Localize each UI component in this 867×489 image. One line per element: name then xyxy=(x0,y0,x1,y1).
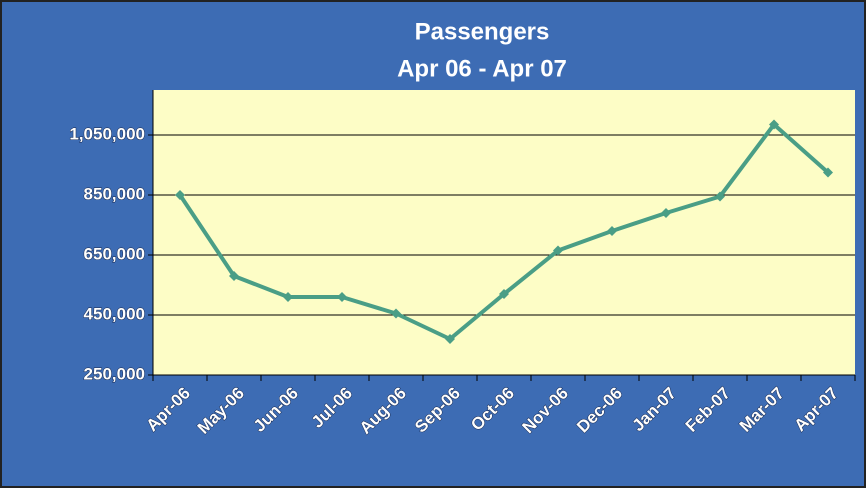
plot-area xyxy=(153,90,855,375)
point xyxy=(715,191,725,202)
point xyxy=(445,334,455,344)
point xyxy=(607,226,617,236)
point xyxy=(175,190,185,200)
point xyxy=(337,292,347,302)
y-tick-label: 450,000 xyxy=(84,304,145,323)
point xyxy=(661,208,671,218)
y-tick-label: 650,000 xyxy=(84,244,145,263)
chart-title: Passengers xyxy=(415,18,550,45)
point xyxy=(283,292,293,302)
point xyxy=(391,308,401,319)
y-tick-label: 1,050,000 xyxy=(69,124,145,143)
point xyxy=(769,119,779,130)
y-tick-label: 250,000 xyxy=(84,364,145,383)
point xyxy=(499,289,509,299)
point xyxy=(553,245,563,256)
y-tick-label: 850,000 xyxy=(84,184,145,203)
point xyxy=(229,271,239,281)
point xyxy=(823,167,833,178)
chart-subtitle: Apr 06 - Apr 07 xyxy=(397,55,567,82)
